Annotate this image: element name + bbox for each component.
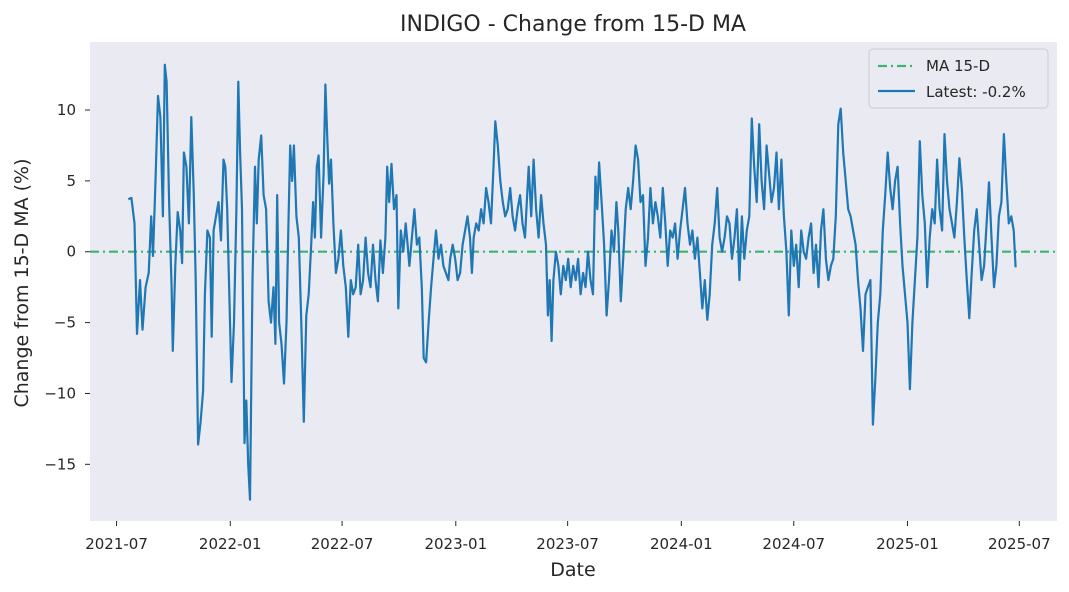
x-tick-label: 2024-07 <box>762 535 825 553</box>
legend-label-ma: MA 15-D <box>926 57 990 75</box>
x-tick-label: 2023-07 <box>536 535 599 553</box>
legend-label-latest: Latest: -0.2% <box>926 83 1026 101</box>
y-tick-label: 5 <box>66 172 76 190</box>
x-axis-ticks: 2021-07 2022-01 2022-07 2023-01 2023-07 2024-… <box>85 521 1051 553</box>
y-axis-ticks: −15 −10 −5 0 5 10 <box>44 101 90 473</box>
y-axis-label: Change from 15-D MA (%) <box>11 158 33 407</box>
x-tick-label: 2022-01 <box>199 535 262 553</box>
y-tick-label: 10 <box>57 101 76 119</box>
series-line-latest <box>127 63 1017 501</box>
chart-title: INDIGO - Change from 15-D MA <box>400 12 746 37</box>
x-tick-label: 2025-07 <box>988 535 1051 553</box>
y-tick-label: −5 <box>54 314 76 332</box>
y-tick-label: −10 <box>44 384 76 402</box>
x-tick-label: 2021-07 <box>85 535 148 553</box>
x-tick-label: 2023-01 <box>424 535 487 553</box>
legend-box <box>868 48 1049 109</box>
x-tick-label: 2022-07 <box>311 535 374 553</box>
legend: MA 15-D Latest: -0.2% <box>868 48 1049 109</box>
series-layer <box>90 63 1057 501</box>
x-axis-label: Date <box>550 559 595 581</box>
x-tick-label: 2025-01 <box>876 535 939 553</box>
y-tick-label: −15 <box>44 455 76 473</box>
x-tick-label: 2024-01 <box>650 535 713 553</box>
y-tick-label: 0 <box>66 243 76 261</box>
